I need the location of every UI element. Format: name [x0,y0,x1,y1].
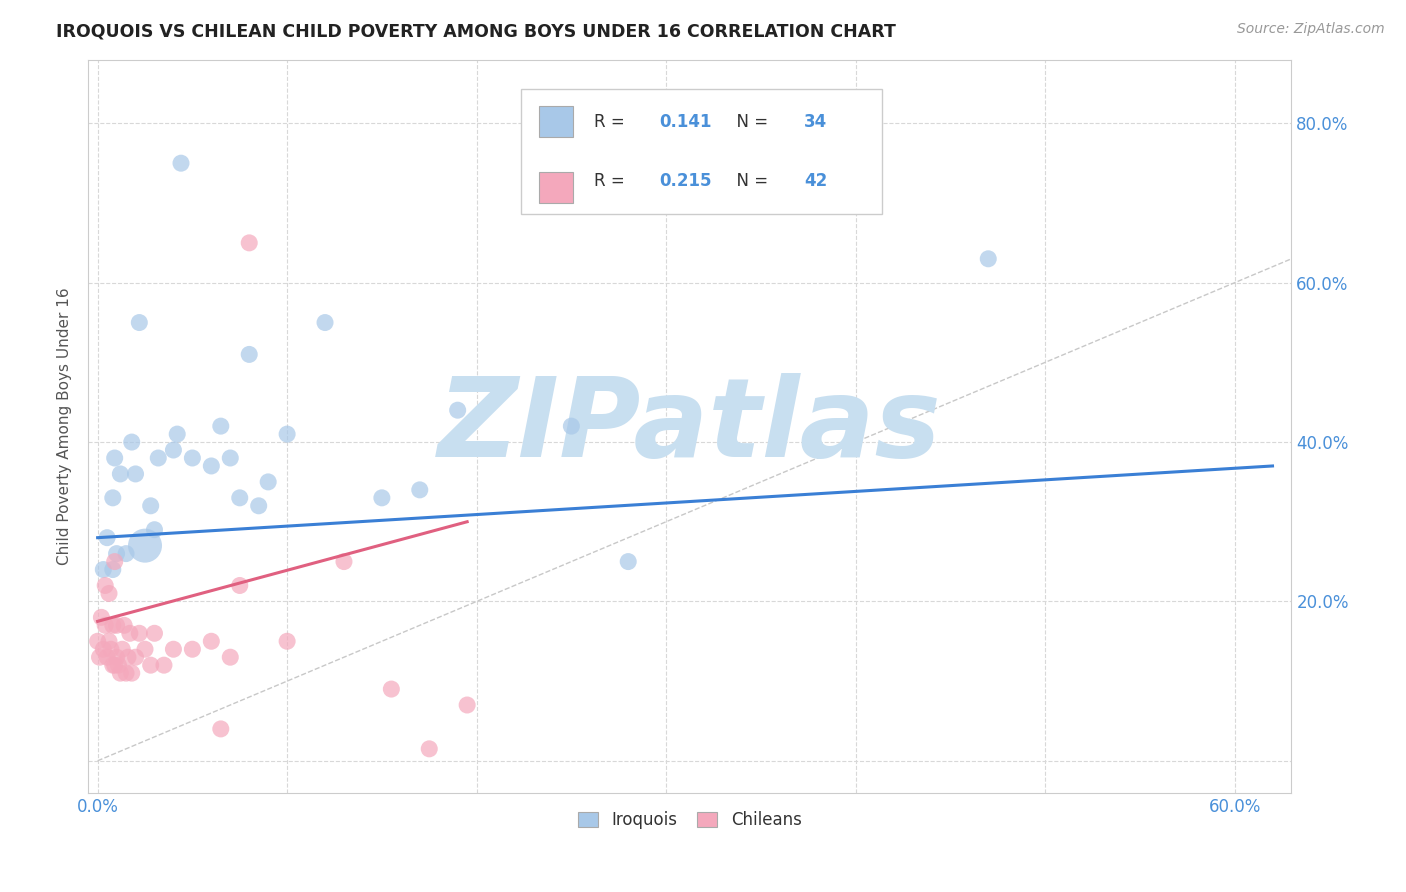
Point [98,634,121,648]
Point [238,347,260,361]
Point [418,741,440,756]
Legend: Iroquois, Chileans: Iroquois, Chileans [571,805,808,836]
Point [90,610,112,624]
Point [148,450,170,465]
Point [333,555,356,569]
Point [134,642,156,657]
Point [128,626,150,640]
Point [139,658,162,673]
Point [153,658,176,673]
Text: N =: N = [725,113,773,131]
Text: IROQUOIS VS CHILEAN CHILD POVERTY AMONG BOYS UNDER 16 CORRELATION CHART: IROQUOIS VS CHILEAN CHILD POVERTY AMONG … [56,22,896,40]
Point [209,419,232,434]
Point [105,547,128,561]
Point [107,658,129,673]
Point [101,563,124,577]
Point [117,650,139,665]
Text: ZIPatlas: ZIPatlas [437,373,942,480]
Point [121,666,143,681]
Point [104,555,127,569]
Point [209,722,232,736]
Point [200,634,222,648]
Point [100,642,122,657]
Point [86,634,108,648]
Point [229,578,252,592]
Point [94,578,117,592]
Point [276,427,298,442]
Point [96,650,118,665]
Text: 34: 34 [804,113,827,131]
Text: R =: R = [593,171,630,190]
Point [162,642,184,657]
Point [110,666,132,681]
Point [91,563,114,577]
Point [105,650,128,665]
Point [134,539,156,553]
Point [181,642,204,657]
Point [166,427,188,442]
Point [257,475,280,489]
Point [229,491,252,505]
Point [124,467,146,481]
Point [170,156,193,170]
Point [409,483,432,497]
Point [219,650,242,665]
Text: N =: N = [725,171,773,190]
Point [104,450,127,465]
Point [101,491,124,505]
Point [115,666,138,681]
Text: Source: ZipAtlas.com: Source: ZipAtlas.com [1237,22,1385,37]
Point [181,450,204,465]
Point [219,450,242,465]
Point [96,531,118,545]
Point [380,682,402,697]
Point [91,642,114,657]
Text: R =: R = [593,113,630,131]
Point [247,499,270,513]
Point [143,626,166,640]
Point [200,458,222,473]
Point [456,698,478,712]
FancyBboxPatch shape [540,106,574,136]
Y-axis label: Child Poverty Among Boys Under 16: Child Poverty Among Boys Under 16 [58,287,72,565]
Point [143,523,166,537]
Point [977,252,1000,266]
Point [94,618,117,632]
Point [118,626,141,640]
Point [101,658,124,673]
Text: 42: 42 [804,171,827,190]
Point [238,235,260,250]
Point [89,650,111,665]
Point [101,618,124,632]
Point [162,443,184,458]
FancyBboxPatch shape [522,89,883,213]
Point [276,634,298,648]
Point [124,650,146,665]
Point [447,403,470,417]
Point [121,435,143,450]
Point [98,586,121,600]
Point [617,555,640,569]
Point [371,491,394,505]
Point [112,618,135,632]
Point [105,618,128,632]
Point [104,658,127,673]
Text: 0.141: 0.141 [659,113,713,131]
Point [110,467,132,481]
Point [139,499,162,513]
FancyBboxPatch shape [540,172,574,202]
Text: 0.215: 0.215 [659,171,713,190]
Point [115,547,138,561]
Point [111,642,134,657]
Point [128,316,150,330]
Point [314,316,336,330]
Point [560,419,582,434]
